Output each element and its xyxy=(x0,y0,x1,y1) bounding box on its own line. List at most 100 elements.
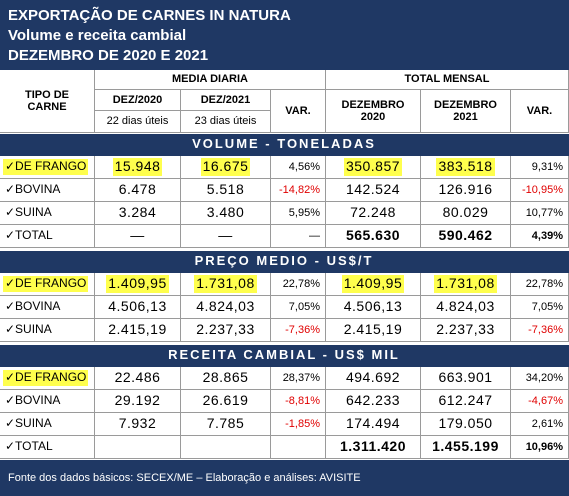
cell-text: 2.237,33 xyxy=(196,321,255,338)
data-cell: 4.506,13 xyxy=(326,296,421,319)
cell-text: 350.857 xyxy=(343,158,403,176)
cell-text: MEDIA DIARIA xyxy=(172,73,248,86)
data-cell: 663.901 xyxy=(421,367,511,390)
cell-text: 7.932 xyxy=(118,415,157,432)
cell-text: 494.692 xyxy=(345,369,401,386)
row-label: ✓DE FRANGO xyxy=(0,273,95,296)
cell-text: 1.409,95 xyxy=(106,275,169,293)
data-cell: 28.865 xyxy=(181,367,271,390)
header-cell: DEZ/2021 xyxy=(181,90,271,111)
cell-text: 4,56% xyxy=(288,160,320,173)
data-cell: -10,95% xyxy=(511,179,569,202)
data-cell: 174.494 xyxy=(326,413,421,436)
cell-text: DEZEMBRO 2021 xyxy=(434,98,497,123)
cell-text: 1.455.199 xyxy=(432,438,499,455)
title-line: Volume e receita cambial xyxy=(8,27,187,44)
cell-text: 1.731,08 xyxy=(194,275,257,293)
row-label: ✓BOVINA xyxy=(0,296,95,319)
section-header: VOLUME - TONELADAS xyxy=(0,134,569,156)
row-label: ✓TOTAL xyxy=(0,436,95,459)
cell-text: ✓SUINA xyxy=(5,205,52,220)
data-cell: 26.619 xyxy=(181,390,271,413)
cell-text: 126.916 xyxy=(438,181,493,198)
row-label: ✓TOTAL xyxy=(0,225,95,248)
row-label: ✓SUINA xyxy=(0,202,95,225)
data-cell: 2.237,33 xyxy=(181,319,271,342)
cell-text: ✓BOVINA xyxy=(5,299,61,314)
header-cell: 22 dias úteis xyxy=(95,111,181,133)
cell-text: ✓TOTAL xyxy=(5,228,53,243)
cell-text: 383.518 xyxy=(436,158,495,176)
cell-text: 4.506,13 xyxy=(343,298,403,315)
cell-text: 5,95% xyxy=(288,206,320,219)
cell-text: 16.675 xyxy=(200,158,251,176)
data-cell: 22,78% xyxy=(271,273,326,296)
header-cell: VAR. xyxy=(511,90,569,133)
row-label: ✓DE FRANGO xyxy=(0,156,95,179)
cell-text: 179.050 xyxy=(438,415,493,432)
cell-text: DEZEMBRO 2020 xyxy=(341,98,405,123)
cell-text: 10,96% xyxy=(525,440,563,453)
header-cell: 23 dias úteis xyxy=(181,111,271,133)
data-cell: 7,05% xyxy=(271,296,326,319)
data-cell: 7.785 xyxy=(181,413,271,436)
data-cell: 565.630 xyxy=(326,225,421,248)
cell-text: ✓SUINA xyxy=(5,416,52,431)
data-cell: -4,67% xyxy=(511,390,569,413)
cell-text: 1.731,08 xyxy=(434,275,497,293)
data-cell: 72.248 xyxy=(326,202,421,225)
data-cell xyxy=(271,436,326,459)
cell-text: VOLUME - TONELADAS xyxy=(192,136,376,152)
data-cell: 5.518 xyxy=(181,179,271,202)
data-cell: 10,77% xyxy=(511,202,569,225)
data-cell: -7,36% xyxy=(511,319,569,342)
cell-text: -1,85% xyxy=(285,417,320,430)
cell-text: 3.284 xyxy=(118,204,157,221)
cell-text: TOTAL MENSAL xyxy=(404,73,490,86)
cell-text: VAR. xyxy=(285,104,311,117)
cell-text: VAR. xyxy=(526,104,553,117)
cell-text: -4,67% xyxy=(528,394,563,407)
data-cell: 612.247 xyxy=(421,390,511,413)
data-cell: 1.455.199 xyxy=(421,436,511,459)
cell-text: 2.237,33 xyxy=(436,321,495,338)
data-cell: -8,81% xyxy=(271,390,326,413)
cell-text: -10,95% xyxy=(522,183,563,196)
row-label: ✓BOVINA xyxy=(0,390,95,413)
cell-text: 4.506,13 xyxy=(108,298,167,315)
cell-text: 22,78% xyxy=(525,277,563,290)
header-cell: DEZEMBRO 2021 xyxy=(421,90,511,133)
cell-text: 10,77% xyxy=(525,206,563,219)
section-header: RECEITA CAMBIAL - US$ MIL xyxy=(0,345,569,367)
data-cell: 7,05% xyxy=(511,296,569,319)
data-cell: 22.486 xyxy=(95,367,181,390)
cell-text: 22 dias úteis xyxy=(106,115,169,128)
data-cell: 80.029 xyxy=(421,202,511,225)
cell-text: 612.247 xyxy=(438,392,493,409)
data-cell: 4,56% xyxy=(271,156,326,179)
cell-text: 28.865 xyxy=(202,369,249,386)
title-block: EXPORTAÇÃO DE CARNES IN NATURA Volume e … xyxy=(0,0,569,70)
data-cell: 5,95% xyxy=(271,202,326,225)
data-cell: 1.409,95 xyxy=(95,273,181,296)
cell-text: 7,05% xyxy=(531,300,563,313)
cell-text: 80.029 xyxy=(442,204,489,221)
cell-text: — xyxy=(309,229,320,242)
data-cell: 6.478 xyxy=(95,179,181,202)
data-cell xyxy=(95,436,181,459)
title-line: EXPORTAÇÃO DE CARNES IN NATURA xyxy=(8,7,291,24)
cell-text: — xyxy=(130,227,145,244)
cell-text: 3.480 xyxy=(206,204,245,221)
cell-text: DEZ/2020 xyxy=(112,93,163,106)
cell-text: -8,81% xyxy=(285,394,320,407)
cell-text: ✓DE FRANGO xyxy=(3,276,89,292)
header-cell: VAR. xyxy=(271,90,326,133)
cell-text: 142.524 xyxy=(345,181,401,198)
data-cell: 4.824,03 xyxy=(181,296,271,319)
data-cell: 142.524 xyxy=(326,179,421,202)
cell-text: -7,36% xyxy=(285,323,320,336)
row-label: ✓SUINA xyxy=(0,319,95,342)
cell-text: 4.824,03 xyxy=(196,298,255,315)
cell-text: 1.409,95 xyxy=(341,275,405,293)
cell-text: 22.486 xyxy=(114,369,161,386)
